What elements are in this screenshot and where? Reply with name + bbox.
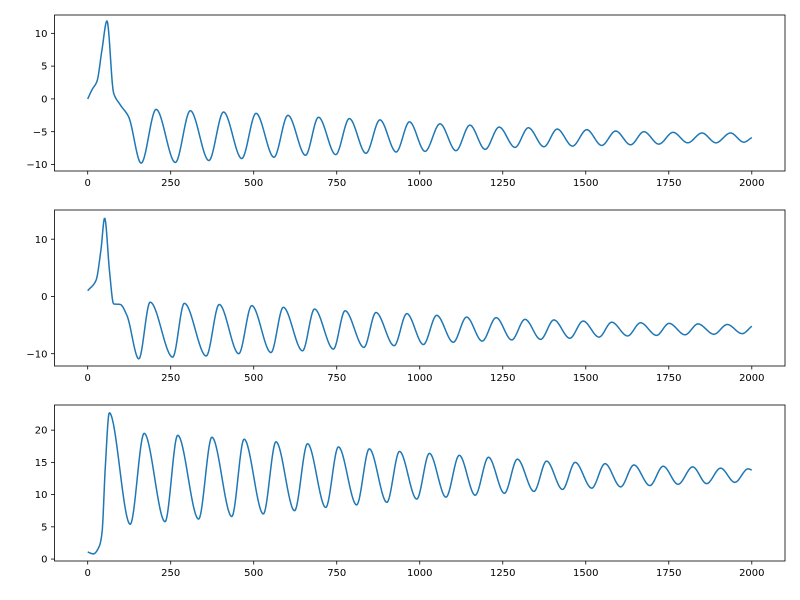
y-tick-label: 15 bbox=[35, 458, 48, 469]
y-tick-label: 10 bbox=[35, 29, 48, 40]
y-tick-label: 0 bbox=[41, 555, 47, 566]
x-tick-label: 750 bbox=[327, 373, 346, 384]
y-tick-label: −10 bbox=[26, 349, 47, 360]
x-tick-label: 750 bbox=[327, 568, 346, 579]
x-tick-label: 250 bbox=[161, 178, 180, 189]
subplot-3: 0 250 500 750 1000 1250 1500 1750 2000 0 5 10 15 20 bbox=[35, 404, 786, 579]
series-line-y bbox=[87, 217, 753, 360]
y-tick-label: 10 bbox=[35, 490, 48, 501]
x-tick-label: 0 bbox=[85, 178, 91, 189]
y-tick-label: −10 bbox=[26, 160, 47, 171]
y-tick-label: 5 bbox=[41, 522, 47, 533]
y-tick-label: 10 bbox=[35, 235, 48, 246]
x-tick-label: 2000 bbox=[739, 373, 764, 384]
x-tick-label: 1750 bbox=[656, 178, 681, 189]
subplot-1: 0 250 500 750 1000 1250 1500 1750 2000 10 5 0 −5 −10 bbox=[26, 14, 786, 189]
x-tick-label: 1750 bbox=[656, 373, 681, 384]
x-tick-label: 1000 bbox=[407, 178, 432, 189]
series-line-x bbox=[87, 20, 753, 164]
x-tick-label: 750 bbox=[327, 178, 346, 189]
x-tick-label: 250 bbox=[161, 373, 180, 384]
x-tick-label: 1000 bbox=[407, 568, 432, 579]
x-tick-label: 0 bbox=[85, 568, 91, 579]
x-tick-label: 1750 bbox=[656, 568, 681, 579]
x-tick-label: 0 bbox=[85, 373, 91, 384]
x-tick-label: 1500 bbox=[573, 373, 598, 384]
series-line-z bbox=[87, 412, 753, 555]
y-tick-label: −5 bbox=[33, 127, 48, 138]
x-tick-label: 250 bbox=[161, 568, 180, 579]
x-tick-label: 2000 bbox=[739, 178, 764, 189]
x-tick-label: 1000 bbox=[407, 373, 432, 384]
y-tick-label: 5 bbox=[41, 62, 47, 73]
x-tick-label: 500 bbox=[244, 373, 263, 384]
x-tick-label: 1250 bbox=[490, 568, 515, 579]
x-tick-label: 2000 bbox=[739, 568, 764, 579]
x-tick-label: 1500 bbox=[573, 568, 598, 579]
x-tick-label: 1500 bbox=[573, 178, 598, 189]
x-tick-label: 500 bbox=[244, 568, 263, 579]
subplot-2: 0 250 500 750 1000 1250 1500 1750 2000 10 0 −10 bbox=[26, 209, 786, 384]
y-tick-label: 0 bbox=[41, 94, 47, 105]
x-tick-label: 1250 bbox=[490, 373, 515, 384]
y-tick-label: 20 bbox=[35, 426, 48, 437]
y-tick-label: 0 bbox=[41, 292, 47, 303]
x-tick-label: 1250 bbox=[490, 178, 515, 189]
x-tick-label: 500 bbox=[244, 178, 263, 189]
